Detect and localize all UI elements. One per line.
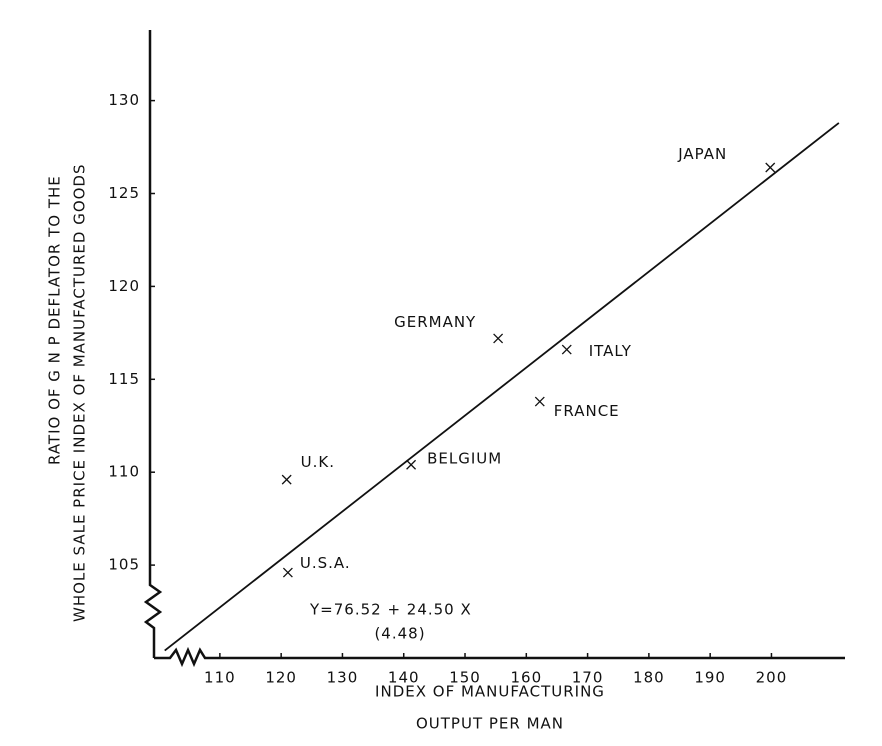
- point-stroke: [282, 567, 293, 578]
- trend-line: [164, 122, 840, 652]
- point-label: GERMANY: [394, 313, 476, 331]
- x-tick-label: 200: [756, 669, 788, 687]
- point-stroke: [406, 459, 417, 470]
- y-tick-label: 110: [108, 463, 140, 481]
- y-label: WHOLE SALE PRICE INDEX OF MANUFACTURED G…: [71, 163, 89, 622]
- point-label: BELGIUM: [427, 449, 502, 467]
- point: [493, 333, 504, 344]
- y-label: RATIO OF G N P DEFLATOR TO THE: [46, 175, 64, 465]
- y-tick-label: 125: [108, 184, 140, 202]
- x-tick-label: 170: [572, 669, 604, 687]
- point: [765, 162, 776, 173]
- x-tick-label: 130: [327, 669, 359, 687]
- x-tick-label: 140: [388, 669, 420, 687]
- annotation: Y=76.52 + 24.50 X: [309, 601, 472, 619]
- point-stroke: [534, 396, 545, 407]
- x-axis: [154, 646, 845, 668]
- point-stroke: [561, 344, 572, 355]
- y-tick-label: 120: [108, 277, 140, 295]
- x-tick-label: 190: [694, 669, 726, 687]
- point-stroke: [493, 333, 504, 344]
- x-label: INDEX OF MANUFACTURING: [375, 683, 605, 701]
- y-tick-label: 105: [108, 556, 140, 574]
- point-label: FRANCE: [554, 402, 620, 420]
- point: [281, 474, 292, 485]
- x-tick-label: 160: [510, 669, 542, 687]
- y-tick-label: 115: [108, 370, 140, 388]
- point-label: JAPAN: [677, 145, 727, 163]
- x-label: OUTPUT PER MAN: [416, 715, 564, 733]
- point-label: U.K.: [301, 453, 335, 471]
- x-tick-label: 180: [633, 669, 665, 687]
- point: [534, 396, 545, 407]
- x-tick-label: 120: [265, 669, 297, 687]
- x-tick-label: 110: [204, 669, 236, 687]
- point-label: ITALY: [589, 342, 632, 360]
- y-tick-label: 130: [108, 91, 140, 109]
- point-stroke: [281, 474, 292, 485]
- point: [282, 567, 293, 578]
- y-axis: [143, 30, 163, 658]
- x-tick-label: 150: [449, 669, 481, 687]
- point: [561, 344, 572, 355]
- point: [406, 459, 417, 470]
- point-stroke: [765, 162, 776, 173]
- annotation: (4.48): [374, 625, 425, 643]
- point-label: U.S.A.: [300, 554, 351, 572]
